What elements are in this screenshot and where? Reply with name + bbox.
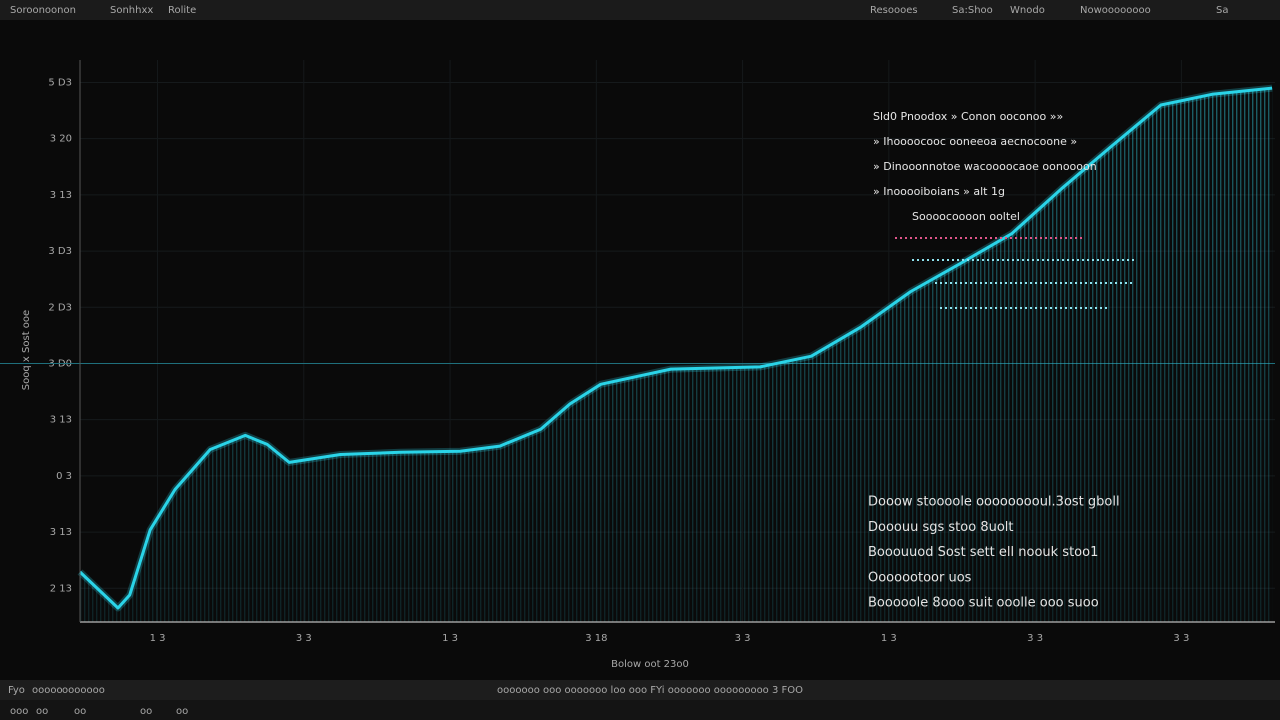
x-axis-label: Bolow oot 23o0: [611, 659, 689, 670]
annotation: Ooooootoor uos: [868, 570, 972, 585]
annotation: » Ihoooocooc ooneeoa aecnocoone »: [873, 135, 1077, 148]
y-tick-label: 3 20: [50, 134, 72, 145]
x-tick-label: 1 3: [442, 633, 458, 644]
area-hatch: [80, 88, 1273, 623]
status-bar: [0, 680, 1280, 700]
bottom-item[interactable]: oo: [176, 706, 188, 717]
status-item: ooooooo: [62, 685, 105, 696]
annotation: Dooow stoooole ooooooooul.3ost gboll: [868, 495, 1120, 510]
dotted-rows: [895, 237, 1135, 309]
annotation: Booooole 8ooo suit ooolle ooo suoo: [868, 596, 1099, 611]
x-tick-label: 3 18: [585, 633, 607, 644]
y-tick-label: 5 D3: [48, 77, 72, 88]
menu-item[interactable]: Resoooes: [870, 5, 918, 16]
y-axis-label: Sooq x Sost ooe: [21, 310, 32, 390]
annotation: Soooocoooon ooltel: [912, 210, 1020, 223]
status-item: ooooo: [32, 685, 63, 696]
annotation: » Dinooonnotoe wacoooocaoe oonoooon: [873, 160, 1097, 173]
x-tick-label: 3 3: [1173, 633, 1189, 644]
y-tick-label: 3 13: [50, 527, 72, 538]
bottom-item[interactable]: ooo: [10, 706, 28, 717]
y-tick-label: 2 D3: [48, 302, 72, 313]
annotation: Sld0 Pnoodox » Conon ooconoo »»: [873, 110, 1063, 123]
chart: 2 133 130 33 133 D02 D33 D33 133 205 D31…: [0, 60, 1275, 670]
bottom-item[interactable]: oo: [140, 706, 152, 717]
menu-item[interactable]: Soroonoonon: [10, 5, 76, 16]
annotation: » Inooooiboians » alt 1g: [873, 185, 1005, 198]
y-tick-label: 0 3: [56, 471, 72, 482]
menu-item[interactable]: Sa:Shoo: [952, 5, 993, 16]
x-tick-label: 1 3: [881, 633, 897, 644]
menu-item[interactable]: Sonhhxx: [110, 5, 153, 16]
status-item: Fyo: [8, 685, 25, 696]
annotation: Booouuod Sost sett ell noouk stoo1: [868, 545, 1098, 560]
menu-item[interactable]: Rolite: [168, 5, 196, 16]
bottom-item[interactable]: oo: [74, 706, 86, 717]
y-tick-label: 3 13: [50, 190, 72, 201]
annotation: Dooouu sgs stoo 8uolt: [868, 520, 1014, 535]
bottom-item[interactable]: oo: [36, 706, 48, 717]
x-tick-label: 3 3: [1027, 633, 1043, 644]
toolbar: [0, 0, 1280, 20]
bottom-bar: [0, 700, 1280, 720]
x-tick-label: 1 3: [150, 633, 166, 644]
menu-item[interactable]: Sa: [1216, 5, 1228, 16]
x-tick-label: 3 3: [296, 633, 312, 644]
y-tick-label: 2 13: [50, 583, 72, 594]
y-tick-label: 3 13: [50, 415, 72, 426]
status-text: ooooooo ooo ooooooo loo ooo FYi ooooooo …: [497, 685, 803, 696]
y-tick-label: 3 D3: [48, 246, 72, 257]
x-tick-label: 3 3: [735, 633, 751, 644]
menu-item[interactable]: Nowoooooooo: [1080, 5, 1151, 16]
line: [78, 86, 1273, 610]
menu-item[interactable]: Wnodo: [1010, 5, 1045, 16]
